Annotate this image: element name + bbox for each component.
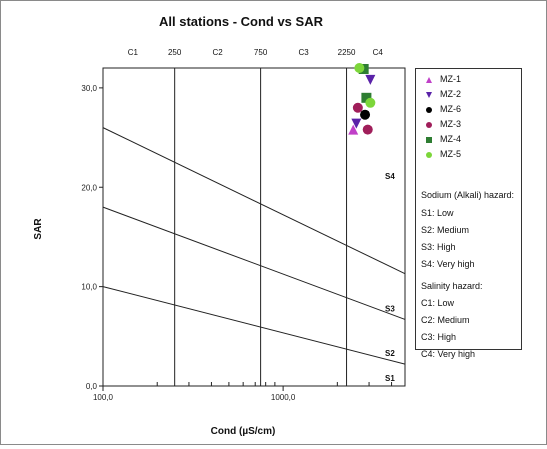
- legend-item-label: MZ-4: [440, 134, 461, 144]
- y-tick-label: 10,0: [81, 283, 97, 292]
- legend-marker-shape: [426, 76, 432, 83]
- sodium-hazard-lines: [102, 127, 406, 365]
- data-point-mz-2: [351, 118, 362, 129]
- legend-salinity-title: Salinity hazard:: [421, 281, 483, 291]
- data-point-mz-6: [360, 109, 371, 120]
- legend-marker: [426, 106, 432, 113]
- data-point-mz-3: [352, 102, 363, 113]
- plot-area: [102, 67, 406, 387]
- legend-salinity-c3: C3: High: [421, 332, 457, 342]
- data-point-mz-2: [365, 74, 376, 85]
- salinity-zone-label: 2250: [338, 48, 356, 57]
- legend-salinity-c1: C1: Low: [421, 298, 455, 308]
- x-tick-label: 1000,0: [271, 393, 296, 402]
- sodium-hazard-line: [102, 206, 406, 320]
- legend-item-mz-1: MZ-1: [424, 73, 461, 85]
- y-axis-label: SAR: [33, 218, 44, 240]
- legend-item-label: MZ-5: [440, 149, 461, 159]
- legend-marker-shape: [426, 136, 432, 143]
- legend-item-label: MZ-2: [440, 89, 461, 99]
- legend-marker-shape: [426, 106, 432, 113]
- data-point-mz-1: [348, 124, 359, 135]
- legend-item-mz-6: MZ-6: [424, 103, 461, 115]
- legend-marker: [426, 136, 432, 143]
- y-axis-ticks: 0,0 10,0 20,0 30,0: [81, 84, 103, 391]
- legend-item-label: MZ-1: [440, 74, 461, 84]
- legend-marker: [426, 151, 432, 158]
- legend: MZ-1 MZ-2 MZ-6 MZ-3 MZ-4 MZ-5 Sodium (Alkali)…: [415, 68, 522, 359]
- sodium-zone-label: S2: [385, 349, 395, 358]
- legend-marker: [426, 121, 432, 128]
- legend-item-mz-3: MZ-3: [424, 118, 461, 130]
- x-axis-ticks: 100,0 1000,0: [93, 382, 393, 402]
- legend-item-label: MZ-6: [440, 104, 461, 114]
- legend-salinity-c2: C2: Medium: [421, 315, 470, 325]
- sodium-hazard-line: [102, 127, 406, 275]
- salinity-zone-label: C4: [373, 48, 384, 57]
- sodium-zone-label: S1: [385, 374, 395, 383]
- salinity-zone-label: 750: [254, 48, 268, 57]
- legend-sodium-s4: S4: Very high: [421, 259, 475, 269]
- salinity-zone-label: C2: [213, 48, 224, 57]
- legend-marker: [426, 76, 432, 83]
- data-point-mz-5: [365, 97, 376, 108]
- legend-item-mz-2: MZ-2: [424, 88, 461, 100]
- legend-item-mz-4: MZ-4: [424, 133, 461, 145]
- salinity-boundaries: [174, 68, 348, 386]
- salinity-zone-label: 250: [168, 48, 182, 57]
- legend-marker-shape: [426, 151, 432, 158]
- legend-marker: [426, 91, 432, 98]
- legend-sodium-s3: S3: High: [421, 242, 456, 252]
- data-points: [348, 63, 376, 135]
- legend-salinity-c4: C4: Very high: [421, 349, 476, 359]
- x-tick-label: 100,0: [93, 393, 114, 402]
- data-point-mz-4: [361, 92, 372, 103]
- legend-sodium-s1: S1: Low: [421, 208, 454, 218]
- legend-item-label: MZ-3: [440, 119, 461, 129]
- y-tick-label: 20,0: [81, 183, 97, 192]
- sodium-zone-labels: S4 S3 S2 S1: [385, 172, 395, 383]
- legend-item-mz-5: MZ-5: [424, 148, 461, 160]
- legend-sodium-s2: S2: Medium: [421, 225, 470, 235]
- x-axis-label: Cond (µS/cm): [211, 426, 276, 437]
- sodium-zone-label: S4: [385, 172, 395, 181]
- sodium-hazard-line: [102, 286, 406, 365]
- data-point-mz-3: [362, 124, 373, 135]
- salinity-zone-label: C3: [298, 48, 309, 57]
- legend-marker-shape: [426, 91, 432, 98]
- legend-marker-shape: [426, 121, 432, 128]
- data-point-mz-5: [354, 63, 365, 73]
- y-tick-label: 0,0: [86, 382, 98, 391]
- salinity-zone-labels: C1 250 C2 750 C3 2250 C4: [128, 48, 384, 57]
- y-tick-label: 30,0: [81, 84, 97, 93]
- salinity-zone-label: C1: [128, 48, 139, 57]
- chart-title: All stations - Cond vs SAR: [159, 14, 324, 29]
- legend-sodium-title: Sodium (Alkali) hazard:: [421, 190, 515, 200]
- sodium-zone-label: S3: [385, 305, 395, 314]
